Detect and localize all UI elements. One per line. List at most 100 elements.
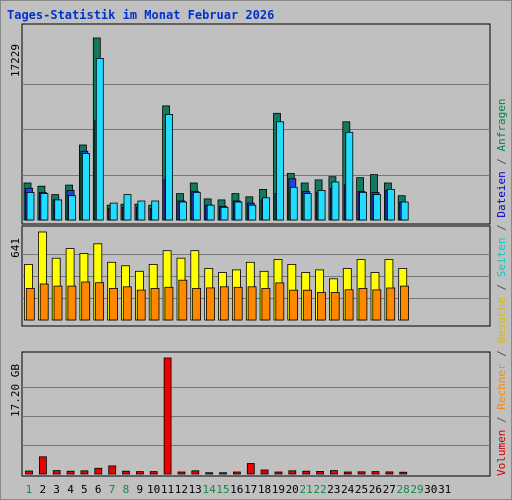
- bar-seiten-day-23: [331, 181, 340, 221]
- bar-seiten-day-16: [234, 201, 243, 221]
- panel-frame: [21, 351, 491, 477]
- bar-volumen-day-17: [246, 463, 255, 475]
- bar-volumen-day-12: [177, 471, 186, 475]
- bar-seiten-day-27: [386, 188, 395, 221]
- x-tick-label: 7: [109, 483, 116, 496]
- x-tick-label: 2: [39, 483, 46, 496]
- bar-rechner-day-4: [67, 285, 77, 321]
- bar-seiten-day-3: [54, 199, 63, 221]
- bar-rechner-day-12: [178, 279, 188, 321]
- bar-seiten-day-9: [137, 200, 146, 221]
- x-tick-label: 16: [230, 483, 243, 496]
- bar-rechner-day-23: [330, 292, 340, 321]
- bar-volumen-day-6: [94, 467, 103, 475]
- x-tick-label: 10: [147, 483, 160, 496]
- bar-seiten-day-2: [40, 193, 49, 221]
- bar-rechner-day-25: [358, 287, 368, 321]
- y-max-label: 641: [9, 238, 22, 258]
- bar-volumen-day-22: [316, 470, 325, 475]
- x-tick-label: 9: [136, 483, 143, 496]
- bar-volumen-day-18: [260, 469, 269, 475]
- bar-rechner-day-22: [316, 292, 326, 321]
- x-tick-label: 3: [53, 483, 60, 496]
- bar-rechner-day-15: [219, 286, 229, 321]
- x-tick-label: 22: [313, 483, 326, 496]
- bar-seiten-day-25: [359, 192, 368, 221]
- bar-rechner-day-5: [81, 281, 91, 321]
- bar-rechner-day-17: [247, 286, 257, 321]
- bar-volumen-day-7: [108, 465, 117, 475]
- bar-seiten-day-11: [165, 114, 174, 221]
- bar-rechner-day-2: [39, 283, 49, 321]
- x-tick-label: 24: [341, 483, 355, 496]
- bar-volumen-day-11: [163, 357, 172, 475]
- legend-item-rechner: Rechner: [495, 363, 508, 410]
- panel-1: 17229: [9, 23, 491, 225]
- bar-rechner-day-9: [136, 289, 146, 321]
- legend-item-dateien: Dateien: [495, 171, 508, 217]
- bar-seiten-day-18: [262, 197, 271, 221]
- bar-rechner-day-8: [122, 286, 132, 321]
- bar-volumen-day-23: [329, 470, 338, 475]
- bar-volumen-day-4: [66, 470, 75, 475]
- bar-volumen-day-26: [371, 471, 380, 475]
- bar-seiten-day-17: [248, 204, 257, 221]
- bar-seiten-day-19: [276, 121, 284, 221]
- bar-seiten-day-12: [179, 201, 187, 221]
- bar-volumen-day-19: [274, 471, 283, 475]
- bar-seiten-day-21: [303, 193, 312, 221]
- bar-rechner-day-16: [233, 286, 243, 321]
- bar-rechner-day-3: [53, 285, 63, 321]
- bar-volumen-day-25: [357, 471, 366, 475]
- x-tick-label: 29: [410, 483, 423, 496]
- bar-rechner-day-18: [261, 287, 271, 321]
- panel-frame: [21, 23, 491, 225]
- x-tick-label: 14: [202, 483, 216, 496]
- x-tick-label: 12: [175, 483, 188, 496]
- x-tick-label: 15: [216, 483, 229, 496]
- x-tick-label: 11: [161, 483, 174, 496]
- bar-volumen-day-21: [302, 470, 311, 475]
- x-tick-label: 19: [272, 483, 285, 496]
- bar-rechner-day-19: [275, 282, 285, 321]
- bar-rechner-day-13: [192, 287, 202, 321]
- bar-rechner-day-28: [400, 285, 409, 321]
- bar-rechner-day-10: [150, 287, 160, 321]
- bar-seiten-day-22: [317, 189, 326, 221]
- y-max-label: 17229: [9, 44, 22, 77]
- x-tick-label: 13: [189, 483, 202, 496]
- x-tick-label: 28: [396, 483, 409, 496]
- bar-rechner-day-20: [289, 289, 299, 321]
- bar-rechner-day-21: [303, 289, 312, 321]
- bar-volumen-day-1: [25, 470, 33, 475]
- bar-volumen-day-28: [399, 471, 408, 475]
- bar-seiten-day-8: [123, 194, 132, 221]
- bar-rechner-day-6: [95, 282, 104, 321]
- bar-volumen-day-20: [288, 470, 297, 475]
- bar-volumen-day-14: [205, 472, 214, 475]
- legend-item-anfragen: Anfragen: [495, 98, 508, 151]
- legend-separator: /: [495, 151, 508, 171]
- bar-rechner-day-24: [344, 289, 354, 321]
- bar-seiten-day-1: [26, 192, 35, 221]
- bar-volumen-day-16: [232, 471, 241, 475]
- bar-rechner-day-27: [386, 287, 396, 321]
- legend-item-volumen: Volumen: [495, 430, 508, 476]
- x-tick-label: 8: [123, 483, 130, 496]
- bar-rechner-day-1: [25, 287, 35, 321]
- bar-seiten-day-15: [220, 206, 229, 221]
- x-tick-label: 1: [26, 483, 33, 496]
- bar-volumen-day-10: [149, 471, 158, 475]
- legend-separator: /: [495, 218, 508, 238]
- bar-rechner-day-7: [109, 287, 118, 321]
- x-tick-label: 26: [369, 483, 382, 496]
- x-tick-label: 30: [424, 483, 437, 496]
- bar-volumen-day-8: [122, 470, 130, 475]
- bar-volumen-day-5: [80, 470, 89, 475]
- x-tick-label: 21: [299, 483, 312, 496]
- legend-item-seiten: Seiten: [495, 238, 508, 278]
- x-tick-label: 4: [67, 483, 74, 496]
- bar-seiten-day-4: [68, 195, 76, 221]
- bar-volumen-day-3: [52, 470, 61, 475]
